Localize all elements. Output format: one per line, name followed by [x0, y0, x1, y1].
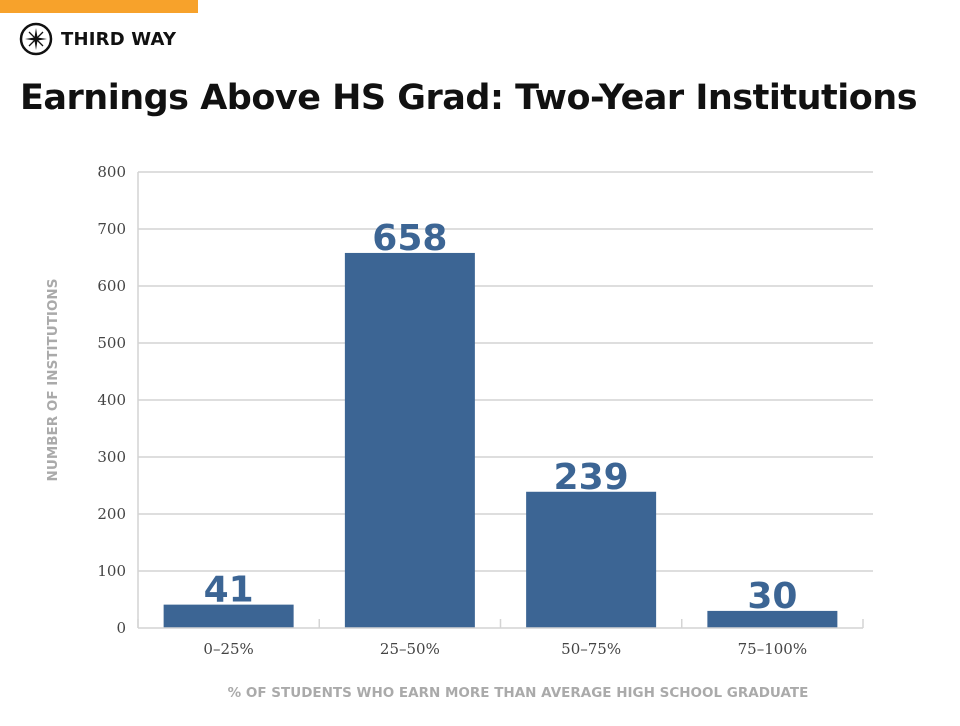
y-tick-label: 800: [97, 163, 126, 181]
compass-star-icon: [19, 22, 53, 56]
chart-title: Earnings Above HS Grad: Two-Year Institu…: [20, 78, 918, 118]
x-tick-label: 50–75%: [561, 640, 621, 658]
x-tick-label: 0–25%: [203, 640, 253, 658]
accent-bar: [0, 0, 198, 13]
x-tick-label: 75–100%: [738, 640, 807, 658]
y-tick-label: 700: [97, 220, 126, 238]
bar: [526, 491, 657, 628]
y-axis-label: NUMBER OF INSTITUTIONS: [45, 279, 61, 482]
bar: [344, 252, 475, 628]
brand-name: THIRD WAY: [61, 28, 177, 50]
y-tick-label: 400: [97, 391, 126, 409]
x-axis-label: % OF STUDENTS WHO EARN MORE THAN AVERAGE…: [228, 685, 809, 701]
bar: [707, 610, 838, 628]
data-label: 239: [554, 457, 629, 498]
data-label: 658: [372, 218, 447, 259]
y-tick-label: 0: [116, 619, 126, 637]
y-tick-label: 500: [97, 334, 126, 352]
bar: [163, 604, 294, 628]
data-label: 30: [747, 576, 797, 617]
x-tick-label: 25–50%: [380, 640, 440, 658]
brand-logo: THIRD WAY: [19, 22, 176, 56]
y-tick-label: 200: [97, 505, 126, 523]
data-label: 41: [204, 570, 254, 611]
y-tick-label: 300: [97, 448, 126, 466]
y-tick-label: 100: [97, 562, 126, 580]
y-tick-label: 600: [97, 277, 126, 295]
